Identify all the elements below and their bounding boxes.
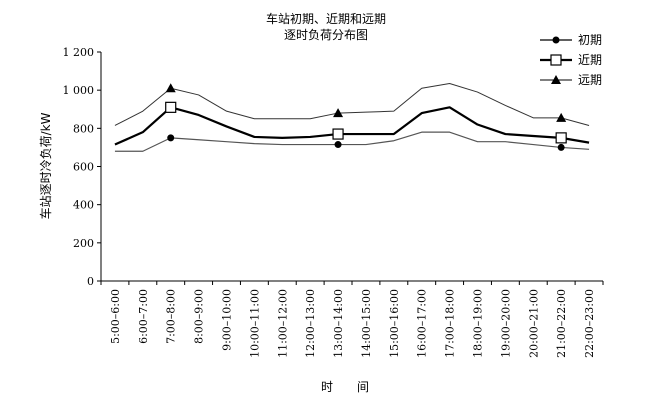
y-axis-label: 车站逐时冷负荷/kW xyxy=(38,112,53,219)
axes xyxy=(100,52,603,282)
data-point-marker xyxy=(167,134,175,142)
y-tick-label: 400 xyxy=(73,199,94,212)
legend-marker xyxy=(552,36,560,44)
data-point-marker xyxy=(332,128,344,140)
series-2 xyxy=(114,101,590,146)
y-tick-label: 600 xyxy=(73,161,94,174)
y-tick-label: 0 xyxy=(87,275,94,288)
x-tick-label: 13:00–14:00 xyxy=(332,289,345,358)
x-ticks: 5:00–6:00 6:00–7:00 7:00–8:00 8:00–9:00 9:00… xyxy=(100,281,604,358)
data-point-marker xyxy=(555,132,567,144)
series-line xyxy=(114,131,590,152)
legend-item: 近期 xyxy=(540,53,602,67)
x-tick-label: 12:00–13:00 xyxy=(304,289,317,358)
y-ticks: 0 200 400 600 800 1 000 1 200 xyxy=(63,46,101,288)
x-tick-label: 7:00–8:00 xyxy=(165,289,178,344)
data-point-marker xyxy=(165,83,176,93)
legend-label: 近期 xyxy=(578,53,602,67)
y-tick-label: 1 000 xyxy=(63,84,95,97)
series-lines xyxy=(114,82,590,152)
legend-marker xyxy=(551,75,561,84)
chart-subtitle: 逐时负荷分布图 xyxy=(284,28,368,42)
data-point-marker xyxy=(333,108,344,118)
legend-marker xyxy=(550,54,562,66)
series-line xyxy=(114,82,590,126)
x-tick-label: 10:00–11:00 xyxy=(248,289,261,358)
data-point-marker xyxy=(165,101,177,113)
x-tick-label: 20:00–21:00 xyxy=(527,289,540,358)
x-tick-label: 19:00–20:00 xyxy=(499,289,512,358)
x-tick-label: 14:00–15:00 xyxy=(360,289,373,358)
y-tick-label: 200 xyxy=(73,237,94,250)
y-tick-label: 800 xyxy=(73,122,94,135)
x-tick-label: 9:00–10:00 xyxy=(221,289,234,351)
x-tick-label: 21:00–22:00 xyxy=(555,289,568,358)
x-tick-label: 11:00–12:00 xyxy=(276,289,289,358)
x-tick-label: 22:00–23:00 xyxy=(583,289,596,358)
legend-item: 初期 xyxy=(540,33,602,47)
data-point-marker xyxy=(556,112,567,122)
data-point-marker xyxy=(334,141,342,149)
x-tick-label: 8:00–9:00 xyxy=(193,289,206,344)
series-3 xyxy=(114,82,590,126)
x-tick-label: 6:00–7:00 xyxy=(137,289,150,344)
chart-title: 车站初期、近期和远期 xyxy=(266,11,386,26)
series-1 xyxy=(114,131,590,152)
x-tick-label: 18:00–19:00 xyxy=(472,289,485,358)
x-tick-label: 16:00–17:00 xyxy=(416,289,429,358)
x-tick-label: 5:00–6:00 xyxy=(109,289,122,344)
x-axis-label: 时 间 xyxy=(321,380,369,394)
legend-label: 远期 xyxy=(578,73,602,87)
legend-item: 远期 xyxy=(540,73,602,87)
data-point-marker xyxy=(557,143,565,151)
legend-label: 初期 xyxy=(578,33,602,47)
x-tick-label: 15:00–16:00 xyxy=(388,289,401,358)
x-tick-label: 17:00–18:00 xyxy=(444,289,457,358)
series-line xyxy=(114,106,590,146)
y-tick-label: 1 200 xyxy=(63,46,95,59)
